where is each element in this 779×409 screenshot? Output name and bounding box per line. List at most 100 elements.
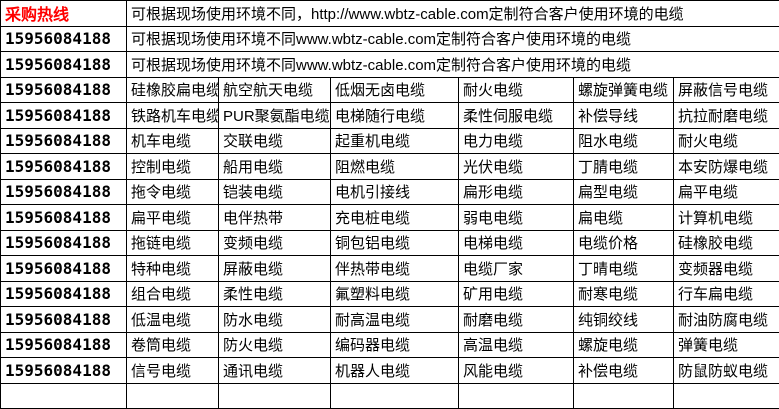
cable-category-link[interactable]: 卷筒电缆 <box>126 331 219 358</box>
cable-category-link[interactable]: 耐油防腐电缆 <box>672 306 779 333</box>
empty-cell <box>218 382 331 409</box>
cable-category-link[interactable]: 行车扁电缆 <box>672 280 779 307</box>
hotline-row: 采购热线 可根据现场使用环境不同，http://www.wbtz-cable.c… <box>0 0 779 27</box>
cable-row: 15956084188 低温电缆 防水电缆 耐高温电缆 耐磨电缆 纯铜绞线 耐油防腐电缆 <box>0 306 779 333</box>
cable-row: 15956084188 铁路机车电缆 PUR聚氨酯电缆 电梯随行电缆 柔性伺服电缆 补偿导… <box>0 102 779 129</box>
cable-category-link[interactable]: 机车电缆 <box>126 127 219 154</box>
cable-category-link[interactable]: 电力电缆 <box>458 127 574 154</box>
cable-category-link[interactable]: 风能电缆 <box>458 357 574 384</box>
cable-row: 15956084188 组合电缆 柔性电缆 氟塑料电缆 矿用电缆 耐寒电缆 行车扁电缆 <box>0 280 779 307</box>
cable-category-link[interactable]: 硅橡胶扁电缆 <box>126 76 219 103</box>
cable-category-link[interactable]: 拖令电缆 <box>126 178 219 205</box>
cable-category-link[interactable]: 信号电缆 <box>126 357 219 384</box>
phone-number-cell: 15956084188 <box>0 102 127 129</box>
cable-category-link[interactable]: 充电桩电缆 <box>330 204 459 231</box>
cable-category-link[interactable]: 氟塑料电缆 <box>330 280 459 307</box>
cable-category-link[interactable]: 变频电缆 <box>218 229 331 256</box>
phone-number-cell: 15956084188 <box>0 127 127 154</box>
cable-category-link[interactable]: 硅橡胶电缆 <box>672 229 779 256</box>
cable-category-link[interactable]: 编码器电缆 <box>330 331 459 358</box>
phone-number-cell: 15956084188 <box>0 76 127 103</box>
cable-category-link[interactable]: 防鼠防蚁电缆 <box>672 357 779 384</box>
cable-category-link[interactable]: 航空航天电缆 <box>218 76 331 103</box>
cable-category-link[interactable]: 柔性电缆 <box>218 280 331 307</box>
cable-category-link[interactable]: 通讯电缆 <box>218 357 331 384</box>
cable-category-link[interactable]: 丁晴电缆 <box>573 255 674 282</box>
cable-category-link[interactable]: 电梯随行电缆 <box>330 102 459 129</box>
cable-category-link[interactable]: 耐磨电缆 <box>458 306 574 333</box>
cable-category-link[interactable]: 机器人电缆 <box>330 357 459 384</box>
phone-number-cell: 15956084188 <box>0 25 127 52</box>
cable-category-link[interactable]: 本安防爆电缆 <box>672 153 779 180</box>
cable-category-link[interactable]: 扁平电缆 <box>672 178 779 205</box>
cable-category-link[interactable]: 铜包铝电缆 <box>330 229 459 256</box>
cable-category-link[interactable]: 计算机电缆 <box>672 204 779 231</box>
cable-category-link[interactable]: 船用电缆 <box>218 153 331 180</box>
cable-category-link[interactable]: 变频器电缆 <box>672 255 779 282</box>
cable-category-link[interactable]: 耐高温电缆 <box>330 306 459 333</box>
cable-category-link[interactable]: 屏蔽电缆 <box>218 255 331 282</box>
phone-number-cell: 15956084188 <box>0 153 127 180</box>
cable-category-link[interactable]: 低温电缆 <box>126 306 219 333</box>
cable-category-link[interactable]: 控制电缆 <box>126 153 219 180</box>
cable-category-link[interactable]: 电缆价格 <box>573 229 674 256</box>
cable-category-link[interactable]: 电伴热带 <box>218 204 331 231</box>
cable-row: 15956084188 扁平电缆 电伴热带 充电桩电缆 弱电电缆 扁电缆 计算机电缆 <box>0 204 779 231</box>
cable-category-link[interactable]: 扁型电缆 <box>573 178 674 205</box>
cable-category-link[interactable]: 扁平电缆 <box>126 204 219 231</box>
empty-cell <box>458 382 574 409</box>
cable-category-link[interactable]: 柔性伺服电缆 <box>458 102 574 129</box>
phone-number-cell: 15956084188 <box>0 255 127 282</box>
cable-category-link[interactable]: 高温电缆 <box>458 331 574 358</box>
cable-category-link[interactable]: 补偿电缆 <box>573 357 674 384</box>
empty-cell <box>330 382 459 409</box>
cable-category-link[interactable]: 低烟无卤电缆 <box>330 76 459 103</box>
phone-number-cell: 15956084188 <box>0 229 127 256</box>
cable-category-link[interactable]: 纯铜绞线 <box>573 306 674 333</box>
phone-number-cell: 15956084188 <box>0 51 127 78</box>
cable-category-link[interactable]: 耐火电缆 <box>672 127 779 154</box>
phone-notice-row: 15956084188 可根据现场使用环境不同www.wbtz-cable.co… <box>0 51 779 78</box>
cable-row: 15956084188 卷筒电缆 防火电缆 编码器电缆 高温电缆 螺旋电缆 弹簧电缆 <box>0 331 779 358</box>
cable-category-link[interactable]: 螺旋电缆 <box>573 331 674 358</box>
cable-category-link[interactable]: 耐寒电缆 <box>573 280 674 307</box>
phone-number-cell: 15956084188 <box>0 331 127 358</box>
cable-category-link[interactable]: 光伏电缆 <box>458 153 574 180</box>
cable-category-link[interactable]: 矿用电缆 <box>458 280 574 307</box>
cable-category-link[interactable]: 耐火电缆 <box>458 76 574 103</box>
cable-row: 15956084188 机车电缆 交联电缆 起重机电缆 电力电缆 阻水电缆 耐火电缆 <box>0 127 779 154</box>
cable-category-link[interactable]: 起重机电缆 <box>330 127 459 154</box>
notice-text-3: 可根据现场使用环境不同www.wbtz-cable.com定制符合客户使用环境的… <box>125 51 779 78</box>
cable-category-link[interactable]: 防水电缆 <box>218 306 331 333</box>
cable-category-link[interactable]: 屏蔽信号电缆 <box>672 76 779 103</box>
cable-row: 15956084188 特种电缆 屏蔽电缆 伴热带电缆 电缆厂家 丁晴电缆 变频器电缆 <box>0 255 779 282</box>
cable-category-link[interactable]: PUR聚氨酯电缆 <box>218 102 331 129</box>
cable-category-link[interactable]: 特种电缆 <box>126 255 219 282</box>
cable-category-link[interactable]: 组合电缆 <box>126 280 219 307</box>
cable-category-link[interactable]: 阻燃电缆 <box>330 153 459 180</box>
cable-category-link[interactable]: 螺旋弹簧电缆 <box>573 76 674 103</box>
cable-category-link[interactable]: 补偿导线 <box>573 102 674 129</box>
cable-category-link[interactable]: 阻水电缆 <box>573 127 674 154</box>
cable-category-link[interactable]: 抗拉耐磨电缆 <box>672 102 779 129</box>
cable-category-link[interactable]: 伴热带电缆 <box>330 255 459 282</box>
cable-category-link[interactable]: 铁路机车电缆 <box>126 102 219 129</box>
cable-category-link[interactable]: 丁腈电缆 <box>573 153 674 180</box>
cable-category-link[interactable]: 拖链电缆 <box>126 229 219 256</box>
cable-category-link[interactable]: 交联电缆 <box>218 127 331 154</box>
cable-category-link[interactable]: 弹簧电缆 <box>672 331 779 358</box>
cable-category-link[interactable]: 铠装电缆 <box>218 178 331 205</box>
cable-category-link[interactable]: 电机引接线 <box>330 178 459 205</box>
cable-category-link[interactable]: 弱电电缆 <box>458 204 574 231</box>
phone-number-cell: 15956084188 <box>0 306 127 333</box>
hotline-label: 采购热线 <box>0 0 127 27</box>
cable-category-link[interactable]: 扁形电缆 <box>458 178 574 205</box>
cable-row: 15956084188 硅橡胶扁电缆 航空航天电缆 低烟无卤电缆 耐火电缆 螺旋弹簧电缆屏… <box>0 76 779 103</box>
cable-category-link[interactable]: 防火电缆 <box>218 331 331 358</box>
empty-cell <box>573 382 674 409</box>
cable-category-link[interactable]: 扁电缆 <box>573 204 674 231</box>
notice-text-2: 可根据现场使用环境不同www.wbtz-cable.com定制符合客户使用环境的… <box>125 25 779 52</box>
cable-category-link[interactable]: 电梯电缆 <box>458 229 574 256</box>
cable-category-link[interactable]: 电缆厂家 <box>458 255 574 282</box>
